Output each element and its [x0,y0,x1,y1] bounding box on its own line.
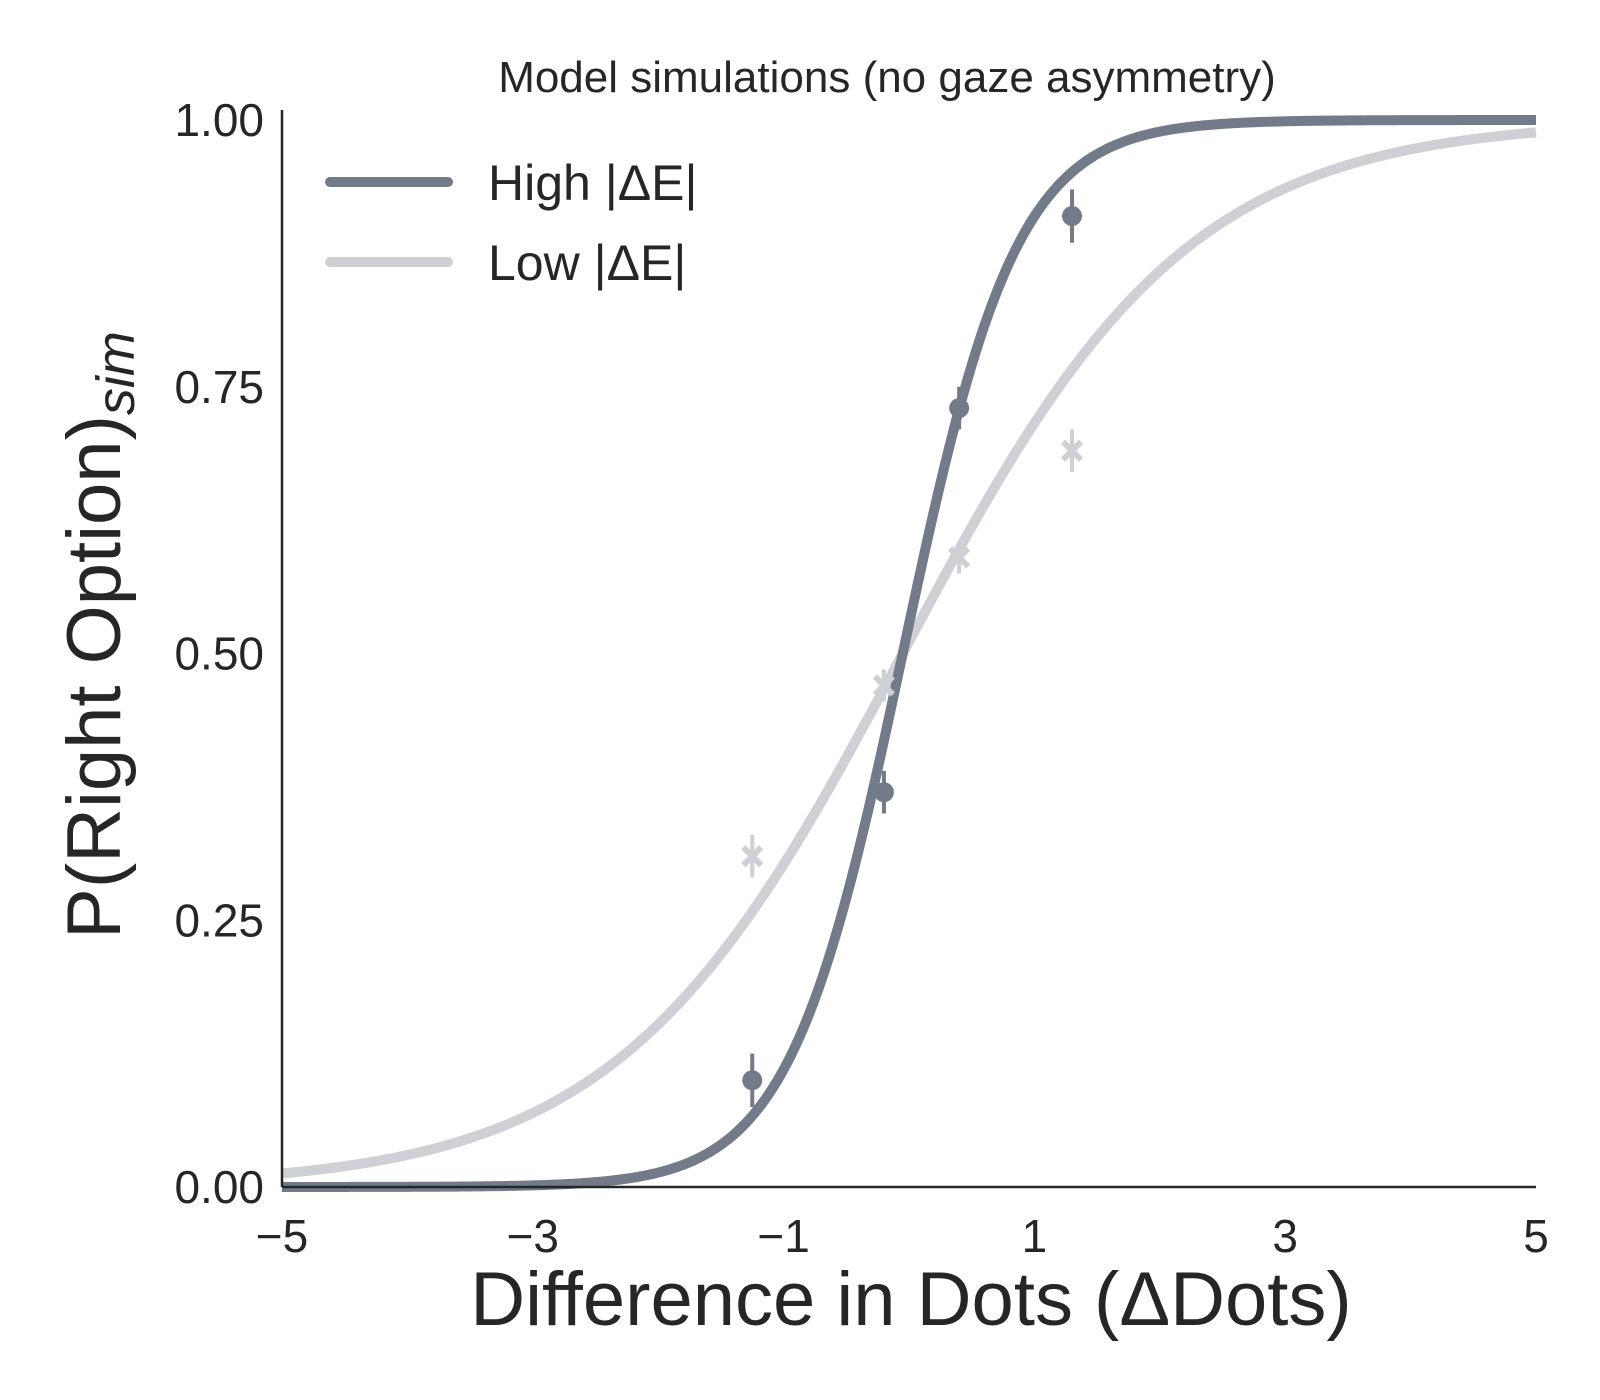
y-axis-title: P(Right Option)sim [52,331,146,939]
data-point [1062,206,1083,227]
data-point [742,1070,763,1091]
x-tick-label: 3 [1272,1210,1298,1262]
y-axis-title-subscript: sim [86,331,146,415]
data-point [949,398,970,419]
y-tick-label: 0.50 [174,628,264,680]
chart-title: Model simulations (no gaze asymmetry) [498,53,1276,102]
y-tick-label: 0.75 [174,361,264,413]
x-tick-label: 1 [1022,1210,1048,1262]
data-point [741,845,764,868]
legend-label: High |ΔE| [488,155,697,211]
series-line [282,115,1536,1192]
x-tick-label: −5 [256,1210,308,1262]
x-tick-label: −3 [507,1210,559,1262]
series-line [281,127,1537,1179]
data-point [1060,439,1084,462]
y-tick-label: 0.25 [174,894,264,946]
data-point [948,546,971,569]
x-tick-label: −1 [757,1210,809,1262]
legend-label: Low |ΔE| [488,235,686,291]
x-tick-labels: −5 −3 −1 1 3 5 [256,1210,1549,1262]
y-axis-title-main: P(Right Option) [52,415,137,939]
y-tick-label: 1.00 [174,94,264,146]
x-axis-title: Difference in Dots (ΔDots) [470,1257,1351,1342]
legend: High |ΔE| Low |ΔE| [325,155,697,291]
y-tick-labels: 0.00 0.25 0.50 0.75 1.00 [174,94,264,1213]
x-tick-label: 5 [1523,1210,1549,1262]
data-point [872,674,896,697]
y-tick-label: 0.00 [174,1161,264,1213]
data-point [873,782,894,803]
plot-area [281,115,1537,1192]
